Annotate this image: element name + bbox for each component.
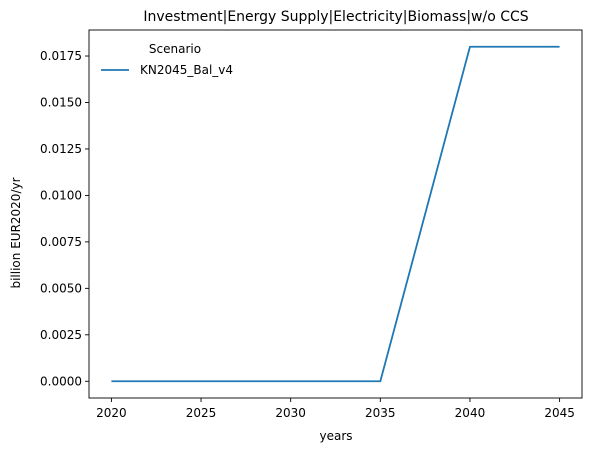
y-axis-ticks: 0.0000 0.0025 0.0050 0.0075 0.0100 0.0125 0.01… [40, 49, 89, 388]
x-tick-label: 2035 [365, 406, 396, 420]
x-tick-label: 2045 [544, 406, 575, 420]
x-axis-label: years [319, 429, 352, 443]
x-tick-label: 2020 [96, 406, 127, 420]
y-tick-label: 0.0025 [40, 328, 82, 342]
x-tick-label: 2030 [275, 406, 306, 420]
legend-entry-label: KN2045_Bal_v4 [140, 63, 233, 77]
x-axis-ticks: 2020 2025 2030 2035 2040 2045 [96, 398, 575, 420]
x-tick-label: 2040 [455, 406, 486, 420]
y-axis-label: billion EUR2020/yr [9, 177, 23, 288]
x-tick-label: 2025 [186, 406, 217, 420]
chart-title: Investment|Energy Supply|Electricity|Bio… [143, 9, 528, 25]
y-tick-label: 0.0125 [40, 142, 82, 156]
legend-title: Scenario [149, 42, 201, 56]
y-tick-label: 0.0175 [40, 49, 82, 63]
y-tick-label: 0.0050 [40, 281, 82, 295]
plot-area [88, 29, 583, 399]
y-tick-label: 0.0100 [40, 188, 82, 202]
y-tick-label: 0.0075 [40, 235, 82, 249]
y-tick-label: 0.0150 [40, 95, 82, 109]
legend: Scenario KN2045_Bal_v4 [101, 42, 233, 77]
series-line-0 [111, 45, 560, 383]
y-tick-label: 0.0000 [40, 374, 82, 388]
plot-frame [88, 29, 583, 399]
